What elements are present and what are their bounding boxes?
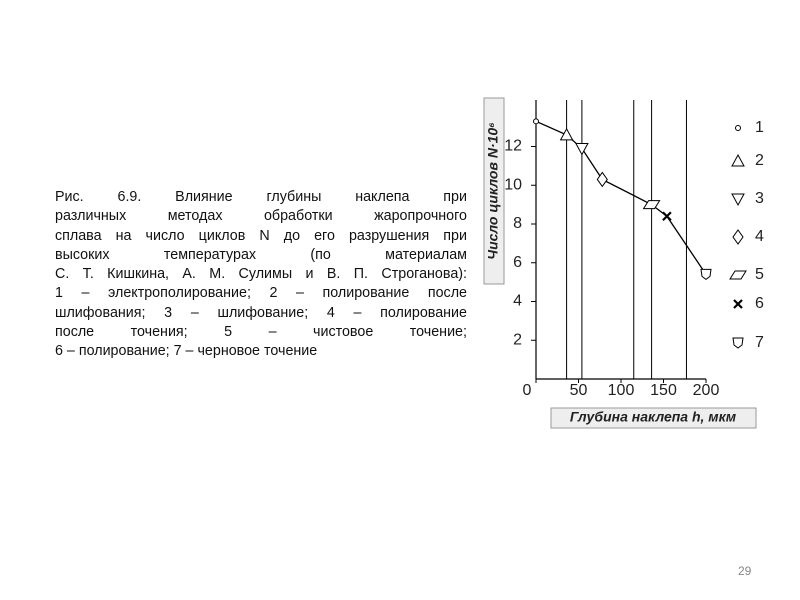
x-tick-label: 150: [650, 382, 677, 399]
legend-label: 7: [755, 334, 764, 351]
marker: [559, 127, 574, 141]
marker: [662, 211, 672, 222]
x-tick-label: 50: [570, 382, 588, 399]
x-axis-label: Глубина наклепа h, мкм: [570, 409, 737, 425]
y-tick-label: 4: [513, 293, 522, 310]
legend-marker: [731, 153, 745, 167]
caption-line: после точения; 5 – чистовое точение;: [55, 324, 467, 341]
legend-label: 3: [755, 190, 764, 207]
caption-line: высоких температурах (по материалам: [55, 246, 467, 263]
y-tick-label: 8: [513, 215, 522, 232]
caption-line: различных методах обработки жаропрочного: [55, 208, 467, 225]
marker: [596, 171, 608, 188]
legend-marker: [729, 270, 747, 280]
caption: Рис. 6.9. Влияние глубины наклепа при раз…: [55, 188, 467, 362]
caption-line: Рис. 6.9. Влияние глубины наклепа при: [55, 189, 467, 205]
legend-label: 2: [755, 152, 764, 169]
legend-label: 4: [755, 228, 764, 245]
y-label-box: [483, 97, 505, 285]
y-axis-label: Число циклов N·10⁶: [485, 122, 501, 260]
x-tick-label: 100: [608, 382, 635, 399]
y-tick-label: 10: [504, 176, 522, 193]
caption-line: 6 – полирование; 7 – черновое точение: [55, 343, 318, 360]
legend-marker: [732, 337, 744, 349]
caption-line: сплава на число циклов N до его разрушен…: [55, 227, 467, 244]
caption-line: С. Т. Кишкина, А. М. Сулимы и В. П. Стро…: [55, 266, 467, 283]
legend-marker: [732, 229, 744, 245]
x-label-box: [550, 407, 757, 429]
marker: [533, 118, 539, 125]
legend-label: 6: [755, 295, 764, 312]
y-tick-label: 6: [513, 254, 522, 271]
legend-label: 5: [755, 266, 764, 283]
legend-marker: [731, 193, 745, 207]
caption-line: шлифования; 3 – шлифование; 4 – полирова…: [55, 304, 467, 321]
marker: [575, 142, 589, 156]
legend-marker: [733, 299, 743, 309]
legend-label: 1: [755, 119, 764, 136]
marker: [642, 200, 661, 210]
marker: [700, 268, 712, 280]
caption-line: 1 – электрополирование; 2 – полирование …: [55, 285, 467, 302]
x-tick-label: 200: [693, 382, 720, 399]
page-number: 29: [738, 564, 752, 578]
data-line: [535, 120, 707, 275]
y-tick-label: 2: [513, 331, 522, 348]
legend-marker: [735, 125, 741, 131]
x-tick-label: 0: [523, 382, 532, 399]
y-tick-label: 12: [504, 138, 522, 155]
